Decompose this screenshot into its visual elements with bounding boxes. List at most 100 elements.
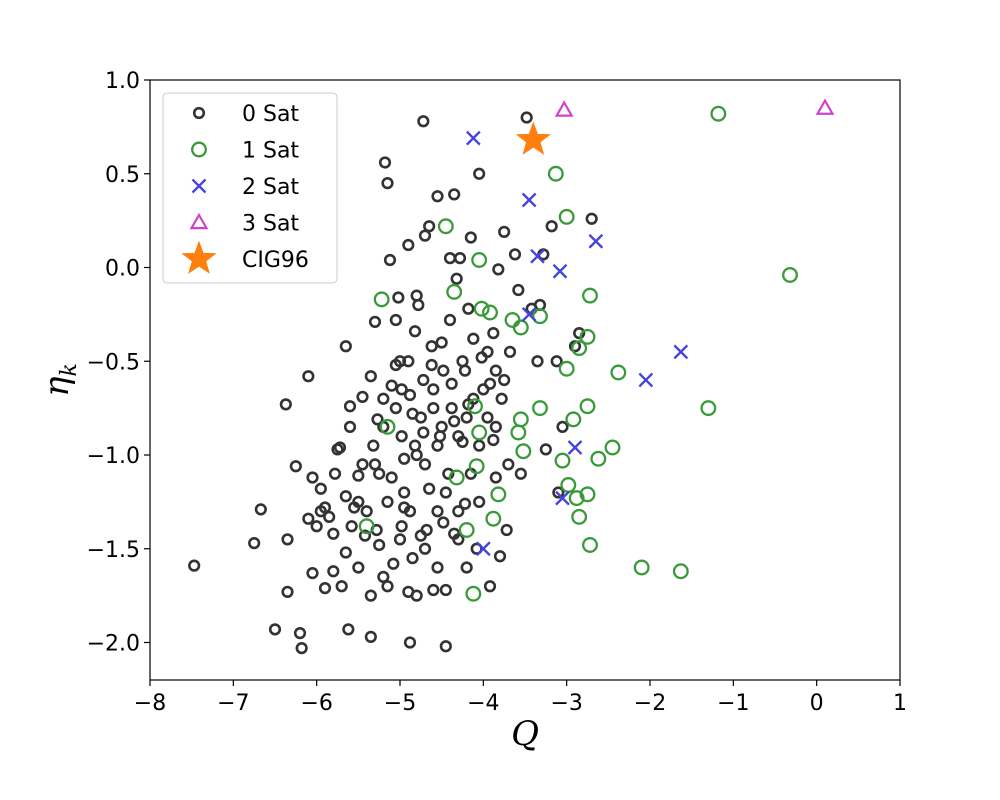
data-point bbox=[318, 582, 332, 595]
data-point bbox=[458, 522, 475, 538]
data-point bbox=[552, 486, 565, 499]
data-point bbox=[445, 377, 458, 390]
data-point bbox=[364, 630, 377, 643]
data-point bbox=[568, 490, 585, 507]
data-point bbox=[377, 570, 390, 583]
data-point bbox=[673, 344, 689, 360]
data-point bbox=[521, 192, 537, 208]
plot-area bbox=[188, 98, 835, 655]
x-tick-label: −6 bbox=[300, 691, 332, 716]
data-point bbox=[560, 477, 577, 493]
data-point bbox=[452, 505, 465, 518]
data-point bbox=[487, 433, 500, 447]
data-point bbox=[414, 411, 427, 424]
data-point bbox=[604, 439, 621, 456]
data-point bbox=[493, 550, 507, 563]
data-point bbox=[345, 520, 358, 533]
data-point bbox=[554, 100, 574, 117]
data-point bbox=[356, 458, 369, 471]
data-point bbox=[314, 482, 327, 495]
series-3-sat bbox=[554, 98, 835, 117]
data-point bbox=[588, 233, 604, 249]
data-point bbox=[476, 541, 491, 557]
data-point bbox=[327, 527, 340, 540]
data-point bbox=[448, 527, 461, 540]
data-point bbox=[445, 402, 458, 415]
data-point bbox=[483, 377, 497, 390]
data-point bbox=[379, 418, 396, 435]
data-point bbox=[393, 533, 407, 546]
x-axis-title: Q bbox=[511, 714, 539, 754]
data-point bbox=[443, 252, 457, 265]
data-point bbox=[489, 420, 502, 433]
data-point bbox=[423, 482, 436, 495]
data-point bbox=[483, 580, 497, 593]
data-point bbox=[582, 537, 598, 553]
data-point bbox=[547, 165, 564, 182]
data-point bbox=[356, 390, 369, 403]
data-point bbox=[700, 400, 717, 417]
data-point bbox=[502, 458, 515, 471]
x-tick-label: 1 bbox=[893, 691, 907, 716]
x-tick-label: −2 bbox=[634, 691, 666, 716]
data-point bbox=[448, 469, 465, 486]
data-point bbox=[418, 229, 432, 242]
data-point bbox=[435, 420, 448, 433]
legend-marker-cig96 bbox=[181, 240, 217, 274]
data-point bbox=[402, 355, 415, 368]
data-point bbox=[323, 510, 336, 523]
data-point bbox=[582, 287, 598, 304]
data-point bbox=[456, 355, 469, 368]
data-point bbox=[545, 220, 558, 233]
data-point bbox=[339, 490, 352, 503]
data-point bbox=[343, 420, 357, 433]
data-point bbox=[281, 533, 294, 546]
data-point bbox=[412, 298, 425, 312]
legend-label: 3 Sat bbox=[242, 212, 299, 237]
data-point bbox=[489, 364, 502, 377]
data-point bbox=[485, 510, 502, 527]
data-point bbox=[433, 430, 447, 443]
data-point bbox=[633, 559, 650, 576]
data-point bbox=[470, 542, 483, 555]
data-point bbox=[514, 467, 527, 480]
data-point bbox=[515, 121, 551, 155]
legend-marker-0-sat bbox=[192, 106, 206, 120]
data-point bbox=[450, 272, 463, 285]
data-point bbox=[503, 345, 517, 358]
data-point bbox=[431, 505, 444, 518]
data-point bbox=[371, 413, 384, 426]
data-point bbox=[504, 312, 521, 328]
y-tick-label: −0.5 bbox=[87, 350, 140, 375]
data-point bbox=[398, 501, 411, 514]
data-point bbox=[487, 327, 500, 340]
data-point bbox=[510, 424, 527, 441]
data-point bbox=[532, 308, 548, 325]
data-point bbox=[427, 583, 440, 597]
data-point bbox=[381, 177, 394, 190]
data-point bbox=[310, 520, 323, 533]
data-point bbox=[462, 302, 475, 315]
data-point bbox=[327, 565, 340, 578]
legend-marker-1-sat bbox=[191, 141, 207, 158]
data-point bbox=[360, 505, 373, 518]
legend-marker-3-sat bbox=[189, 212, 209, 230]
x-tick-label: −7 bbox=[217, 691, 249, 716]
data-point bbox=[381, 580, 394, 593]
data-point bbox=[437, 516, 450, 529]
data-point bbox=[482, 304, 498, 321]
data-point bbox=[439, 486, 452, 499]
data-point bbox=[579, 328, 596, 345]
data-point bbox=[398, 486, 411, 499]
data-point bbox=[373, 467, 386, 480]
data-point bbox=[403, 636, 417, 649]
data-point bbox=[520, 111, 533, 124]
data-point bbox=[335, 580, 348, 593]
data-point bbox=[406, 552, 419, 565]
data-point bbox=[431, 561, 444, 574]
data-point bbox=[448, 188, 461, 201]
data-point bbox=[467, 332, 480, 345]
data-point bbox=[443, 313, 457, 327]
data-point bbox=[515, 443, 532, 460]
